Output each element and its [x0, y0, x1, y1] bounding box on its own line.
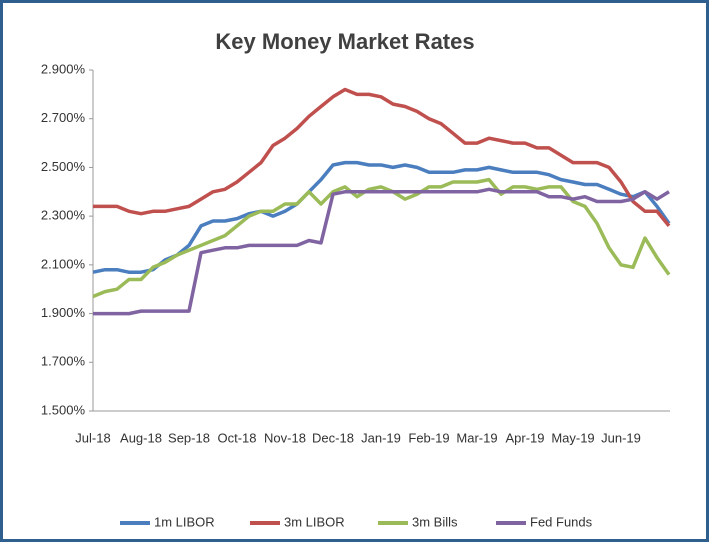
- series-line: [93, 87, 671, 228]
- x-tick-label: Dec-18: [312, 430, 354, 445]
- x-tick-label: Jul-18: [75, 430, 110, 445]
- x-tick-label: Jan-19: [361, 430, 401, 445]
- x-tick-label: Apr-19: [505, 430, 544, 445]
- legend-label: 3m LIBOR: [284, 514, 345, 529]
- x-tick-label: Feb-19: [408, 430, 449, 445]
- x-tick-label: Jun-19: [601, 430, 641, 445]
- series-line: [93, 187, 670, 316]
- y-tick-label: 2.500%: [41, 159, 86, 174]
- x-tick-label: May-19: [551, 430, 594, 445]
- series-line: [92, 160, 671, 274]
- chart-title: Key Money Market Rates: [215, 29, 474, 54]
- x-tick-label: Mar-19: [456, 430, 497, 445]
- legend-label: 1m LIBOR: [154, 514, 215, 529]
- y-tick-label: 1.500%: [41, 402, 86, 417]
- x-tick-label: Aug-18: [120, 430, 162, 445]
- y-tick-label: 2.900%: [41, 61, 86, 76]
- y-tick-label: 2.300%: [41, 208, 86, 223]
- x-tick-label: Nov-18: [264, 430, 306, 445]
- x-tick-label: Oct-18: [217, 430, 256, 445]
- series-line: [92, 177, 671, 299]
- y-tick-label: 2.100%: [41, 256, 86, 271]
- legend-label: Fed Funds: [530, 514, 593, 529]
- y-tick-label: 1.700%: [41, 354, 86, 369]
- y-tick-label: 1.900%: [41, 305, 86, 320]
- legend-label: 3m Bills: [412, 514, 458, 529]
- y-tick-label: 2.700%: [41, 110, 86, 125]
- x-tick-label: Sep-18: [168, 430, 210, 445]
